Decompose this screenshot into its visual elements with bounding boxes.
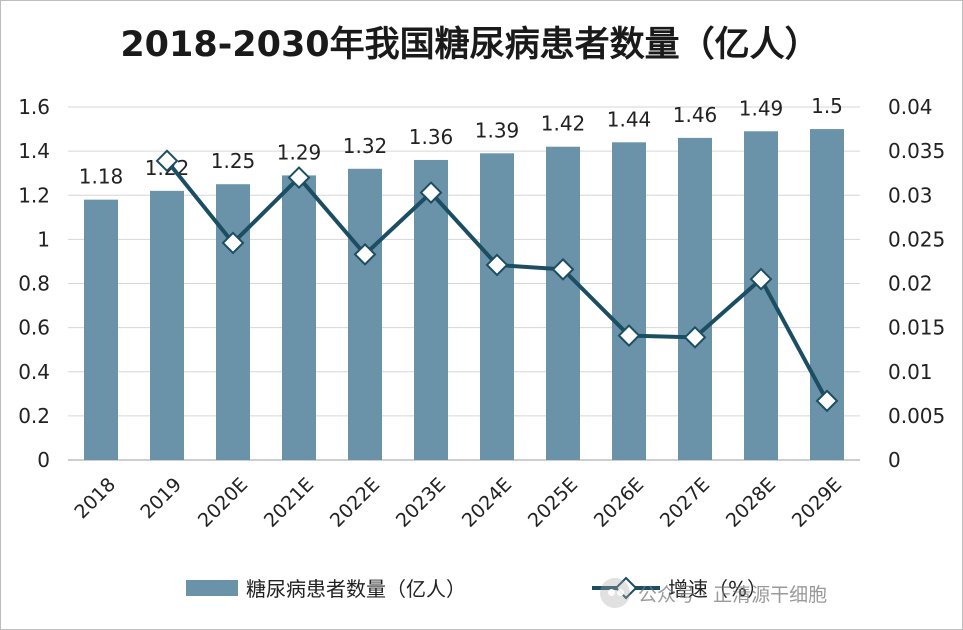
legend-bar-swatch	[186, 580, 238, 596]
bar-value-label: 1.46	[673, 103, 718, 127]
left-axis-tick-label: 1.4	[18, 139, 50, 163]
right-axis-tick-label: 0.03	[888, 183, 933, 207]
x-axis-tick-label: 2029E	[788, 474, 846, 532]
bar	[84, 199, 118, 460]
watermark: 公众号 · 正清源干细胞	[600, 576, 827, 610]
growth-marker	[485, 253, 509, 277]
x-axis-tick-label: 2025E	[524, 474, 582, 532]
left-axis-tick-label: 0	[37, 448, 50, 472]
bar-value-label: 1.42	[541, 112, 586, 136]
growth-marker	[353, 242, 377, 266]
bar	[414, 159, 448, 460]
x-axis-tick-label: 2023E	[392, 474, 450, 532]
bar-value-label: 1.49	[739, 96, 784, 120]
bar	[612, 142, 646, 461]
x-axis-tick-label: 2022E	[326, 474, 384, 532]
left-axis-tick-label: 0.8	[18, 272, 50, 296]
growth-marker	[551, 257, 575, 281]
watermark-text: 公众号 · 正清源干细胞	[638, 583, 828, 606]
wechat-icon	[600, 578, 630, 608]
x-axis-tick-label: 2019	[136, 474, 186, 524]
x-axis-tick-label: 2018	[70, 474, 120, 524]
right-axis-tick-label: 0.02	[888, 272, 933, 296]
bar	[480, 153, 514, 461]
right-axis-tick-label: 0	[888, 448, 901, 472]
bar-value-label: 1.25	[211, 149, 256, 173]
right-axis-tick-label: 0.025	[888, 227, 945, 251]
left-axis-tick-label: 0.4	[18, 360, 50, 384]
bar	[744, 131, 778, 461]
right-axis-tick-label: 0.015	[888, 316, 945, 340]
growth-marker	[155, 149, 179, 173]
left-axis-tick-label: 1.2	[18, 183, 50, 207]
growth-marker	[617, 324, 641, 347]
legend-bar-label: 糖尿病患者数量（亿人）	[246, 577, 466, 601]
left-axis-tick-label: 0.6	[18, 316, 50, 340]
x-axis-tick-label: 2021E	[260, 474, 318, 532]
bar-value-label: 1.29	[277, 140, 322, 164]
left-axis-tick-label: 1	[37, 227, 50, 251]
x-axis-tick-label: 2024E	[458, 474, 516, 532]
x-axis-tick-label: 2020E	[194, 474, 252, 532]
bar	[282, 175, 316, 461]
bar-value-label: 1.39	[475, 118, 520, 142]
growth-marker	[683, 325, 707, 349]
growth-marker	[749, 267, 773, 291]
growth-marker	[287, 166, 311, 190]
left-axis-tick-label: 1.6	[18, 95, 50, 119]
growth-marker	[221, 231, 245, 255]
right-axis-tick-label: 0.005	[888, 404, 945, 428]
bar	[348, 168, 382, 460]
bar-value-label: 1.36	[409, 125, 454, 149]
right-axis-tick-label: 0.04	[888, 95, 933, 119]
bar-value-label: 1.5	[811, 94, 843, 118]
left-axis-tick-label: 0.2	[18, 404, 50, 428]
chart-title: 2018-2030年我国糖尿病患者数量（亿人）	[120, 25, 819, 65]
growth-marker	[815, 389, 839, 413]
bar	[150, 190, 184, 460]
x-axis-tick-label: 2026E	[590, 474, 648, 532]
right-axis-tick-label: 0.035	[888, 139, 945, 163]
bar-value-label: 1.32	[343, 134, 388, 158]
right-axis-tick-label: 0.01	[888, 360, 933, 384]
legend-line-label: 增速（%）	[668, 577, 767, 601]
bar-value-label: 1.44	[607, 107, 652, 131]
growth-marker	[419, 181, 443, 205]
bar-value-label: 1.18	[79, 165, 124, 189]
bar	[546, 146, 580, 460]
x-axis-tick-label: 2028E	[722, 474, 780, 532]
bar	[678, 137, 712, 460]
x-axis-tick-label: 2027E	[656, 474, 714, 532]
